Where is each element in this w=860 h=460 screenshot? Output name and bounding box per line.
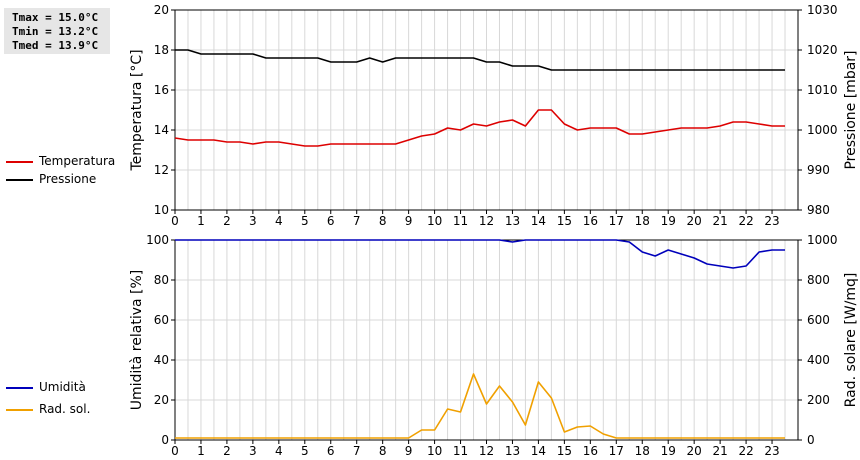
legend-label-rad-sol: Rad. sol. bbox=[39, 402, 91, 416]
top-x-tick-label: 12 bbox=[479, 214, 494, 228]
top-y2label: Pressione [mbar] bbox=[843, 50, 859, 169]
top-x-tick-label: 22 bbox=[738, 214, 753, 228]
bottom-x-tick-label: 21 bbox=[712, 444, 727, 458]
top-x-tick-label: 2 bbox=[223, 214, 231, 228]
series-line-temperatura bbox=[174, 109, 785, 147]
bottom-x-tick-label: 11 bbox=[453, 444, 468, 458]
bottom-y2-tick-label: 200 bbox=[807, 393, 830, 407]
top-y-tick-label: 18 bbox=[154, 43, 169, 57]
legend-label-umidita: Umidità bbox=[39, 380, 86, 394]
top-x-tick-label: 15 bbox=[557, 214, 572, 228]
tmed-stat: Tmed = 13.9°C bbox=[12, 39, 99, 52]
top-y-tick-label: 20 bbox=[154, 3, 169, 17]
bottom-y2-tick-label: 600 bbox=[807, 313, 830, 327]
bottom-y-tick-label: 80 bbox=[154, 273, 169, 287]
top-x-tick-label: 0 bbox=[171, 214, 179, 228]
top-y2-tick-label: 1020 bbox=[807, 43, 838, 57]
bottom-x-tick-label: 4 bbox=[275, 444, 283, 458]
top-y-tick-label: 10 bbox=[154, 203, 169, 217]
bottom-y-tick-label: 0 bbox=[161, 433, 169, 447]
top-y2-tick-label: 1030 bbox=[807, 3, 838, 17]
top-x-tick-label: 6 bbox=[327, 214, 335, 228]
bottom-x-tick-label: 10 bbox=[427, 444, 442, 458]
top-ylabel: Temperatura [°C] bbox=[129, 49, 145, 171]
top-x-tick-label: 8 bbox=[379, 214, 387, 228]
bottom-x-tick-label: 12 bbox=[479, 444, 494, 458]
bottom-x-tick-label: 19 bbox=[661, 444, 676, 458]
bottom-x-tick-label: 8 bbox=[379, 444, 387, 458]
bottom-x-tick-label: 13 bbox=[505, 444, 520, 458]
series-line-rad-sol bbox=[175, 373, 785, 439]
bottom-x-tick-label: 14 bbox=[531, 444, 546, 458]
bottom-y-tick-label: 20 bbox=[154, 393, 169, 407]
bottom-x-tick-label: 15 bbox=[557, 444, 572, 458]
series-line-umidit bbox=[175, 239, 785, 269]
top-x-tick-label: 7 bbox=[353, 214, 361, 228]
stats-box: Tmax = 15.0°C Tmin = 13.2°C Tmed = 13.9°… bbox=[4, 8, 110, 54]
bottom-x-tick-label: 18 bbox=[635, 444, 650, 458]
top-y2-tick-label: 1010 bbox=[807, 83, 838, 97]
bottom-y2-tick-label: 0 bbox=[807, 433, 815, 447]
bottom-x-tick-label: 22 bbox=[738, 444, 753, 458]
tmin-stat: Tmin = 13.2°C bbox=[12, 25, 99, 38]
bottom-x-tick-label: 20 bbox=[687, 444, 702, 458]
temperatura-swatch bbox=[6, 161, 33, 163]
bottom-x-tick-label: 6 bbox=[327, 444, 335, 458]
top-x-tick-label: 11 bbox=[453, 214, 468, 228]
top-x-tick-label: 5 bbox=[301, 214, 309, 228]
bottom-x-tick-label: 5 bbox=[301, 444, 309, 458]
bottom-x-tick-label: 1 bbox=[197, 444, 205, 458]
top-x-tick-label: 14 bbox=[531, 214, 546, 228]
top-x-tick-label: 10 bbox=[427, 214, 442, 228]
bottom-y-tick-label: 60 bbox=[154, 313, 169, 327]
top-y-tick-label: 12 bbox=[154, 163, 169, 177]
top-x-tick-label: 3 bbox=[249, 214, 257, 228]
top-y2-tick-label: 980 bbox=[807, 203, 830, 217]
series-line-pressione bbox=[175, 49, 785, 71]
top-y2-tick-label: 990 bbox=[807, 163, 830, 177]
pressione-swatch bbox=[6, 179, 33, 181]
top-x-tick-label: 4 bbox=[275, 214, 283, 228]
bottom-y2label: Rad. solare [W/mq] bbox=[843, 273, 859, 408]
legend-label-temperatura: Temperatura bbox=[39, 154, 116, 168]
bottom-y2-tick-label: 800 bbox=[807, 273, 830, 287]
bottom-x-tick-label: 0 bbox=[171, 444, 179, 458]
legend-label-pressione: Pressione bbox=[39, 172, 97, 186]
bottom-y2-tick-label: 1000 bbox=[807, 233, 838, 247]
top-x-tick-label: 19 bbox=[661, 214, 676, 228]
top-x-tick-label: 18 bbox=[635, 214, 650, 228]
bottom-x-tick-label: 3 bbox=[249, 444, 257, 458]
bottom-y2-tick-label: 400 bbox=[807, 353, 830, 367]
bottom-x-tick-label: 9 bbox=[405, 444, 413, 458]
bottom-x-tick-label: 23 bbox=[764, 444, 779, 458]
top-y-tick-label: 16 bbox=[154, 83, 169, 97]
top-x-tick-label: 21 bbox=[712, 214, 727, 228]
bottom-ylabel: Umidità relativa [%] bbox=[129, 270, 145, 411]
top-x-tick-label: 13 bbox=[505, 214, 520, 228]
rad-sol-swatch bbox=[6, 409, 33, 411]
bottom-x-tick-label: 7 bbox=[353, 444, 361, 458]
bottom-x-tick-label: 16 bbox=[583, 444, 598, 458]
tmax-stat: Tmax = 15.0°C bbox=[12, 11, 99, 24]
top-y-tick-label: 14 bbox=[154, 123, 169, 137]
umidita-swatch bbox=[6, 387, 33, 389]
top-x-tick-label: 17 bbox=[609, 214, 624, 228]
top-x-tick-label: 1 bbox=[197, 214, 205, 228]
bottom-y-tick-label: 100 bbox=[146, 233, 169, 247]
bottom-y-tick-label: 40 bbox=[154, 353, 169, 367]
bottom-x-tick-label: 2 bbox=[223, 444, 231, 458]
top-x-tick-label: 20 bbox=[687, 214, 702, 228]
top-y2-tick-label: 1000 bbox=[807, 123, 838, 137]
top-x-tick-label: 9 bbox=[405, 214, 413, 228]
bottom-x-tick-label: 17 bbox=[609, 444, 624, 458]
top-x-tick-label: 16 bbox=[583, 214, 598, 228]
top-x-tick-label: 23 bbox=[764, 214, 779, 228]
